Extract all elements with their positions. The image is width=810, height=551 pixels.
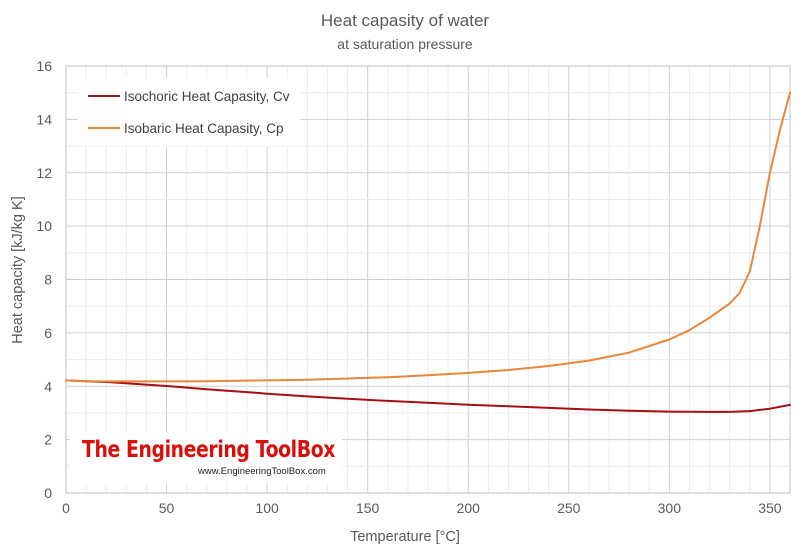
- y-tick-label: 0: [44, 485, 52, 501]
- legend-swatch-cp: [88, 127, 120, 129]
- y-tick-label: 4: [44, 378, 52, 394]
- chart-subtitle: at saturation pressure: [337, 36, 473, 52]
- y-tick-label: 2: [44, 432, 52, 448]
- y-tick-label: 14: [36, 111, 52, 127]
- y-tick-label: 6: [44, 325, 52, 341]
- y-tick-label: 16: [36, 58, 52, 74]
- legend: Isochoric Heat Capasity, Cv Isobaric Hea…: [78, 78, 300, 146]
- chart-title: Heat capasity of water: [320, 11, 490, 30]
- x-tick-label: 150: [356, 500, 380, 516]
- x-tick-label: 50: [159, 500, 175, 516]
- axes: [65, 65, 791, 494]
- y-tick-label: 8: [44, 272, 52, 288]
- legend-label-cv: Isochoric Heat Capasity, Cv: [124, 88, 290, 104]
- legend-item-cp: Isobaric Heat Capasity, Cp: [88, 119, 284, 137]
- logo-name: The Engineering ToolBox: [82, 437, 336, 463]
- y-tick-label: 10: [36, 218, 52, 234]
- legend-item-cv: Isochoric Heat Capasity, Cv: [88, 87, 290, 105]
- watermark-logo: The Engineering ToolBox www.EngineeringT…: [70, 433, 342, 483]
- legend-swatch-cv: [88, 95, 120, 97]
- y-tick-labels: 0 2 4 6 8 10 12 14 16: [36, 58, 52, 501]
- x-tick-labels: 0 50 100 150 200 250 300 350: [62, 500, 782, 516]
- y-axis-title: Heat capacity [kJ/kg K]: [10, 196, 26, 344]
- x-tick-label: 200: [457, 500, 481, 516]
- logo-url: www.EngineeringToolBox.com: [198, 466, 326, 477]
- series-line-cp: [65, 91, 791, 383]
- legend-label-cp: Isobaric Heat Capasity, Cp: [124, 120, 284, 136]
- y-tick-label: 12: [36, 165, 52, 181]
- x-axis-title: Temperature [°C]: [350, 529, 460, 545]
- x-tick-label: 0: [62, 500, 70, 516]
- plot-border: [65, 65, 791, 494]
- x-tick-label: 350: [758, 500, 782, 516]
- x-tick-label: 300: [658, 500, 682, 516]
- series-lines: [65, 91, 791, 413]
- x-tick-label: 100: [255, 500, 279, 516]
- series-line-cv: [65, 379, 791, 413]
- x-tick-label: 250: [557, 500, 581, 516]
